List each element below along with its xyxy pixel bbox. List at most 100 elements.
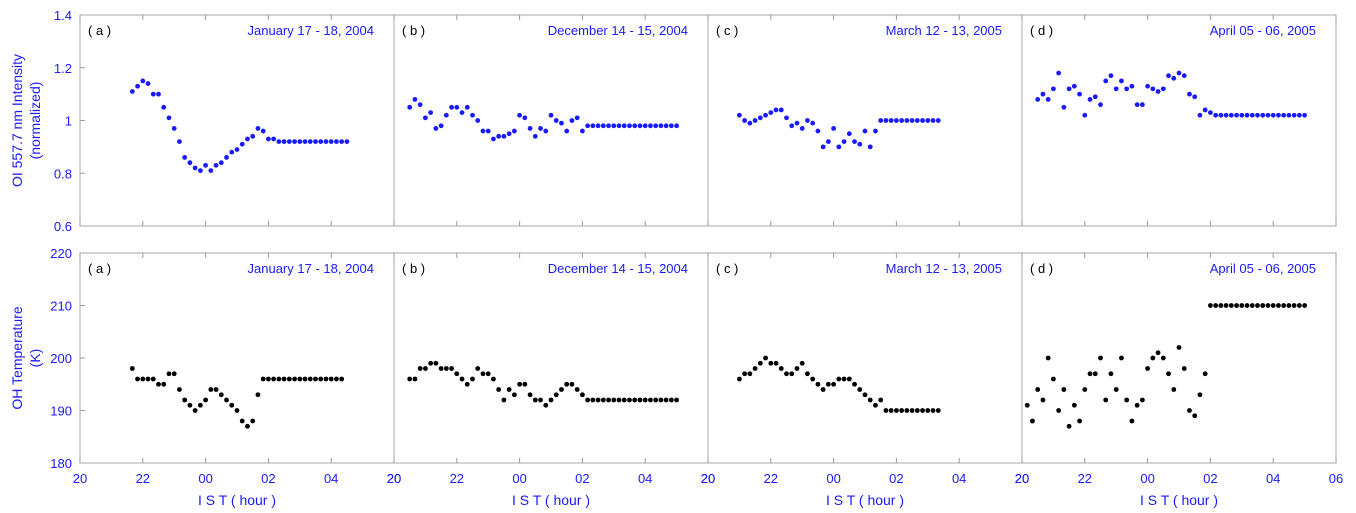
panel-title: April 05 - 06, 2005 (1210, 23, 1316, 38)
data-point (862, 392, 868, 398)
data-point (250, 418, 256, 424)
data-point (166, 115, 172, 121)
panel-label: ( a ) (88, 261, 111, 276)
data-point (904, 118, 910, 123)
data-point (930, 408, 936, 413)
data-point (475, 366, 481, 371)
data-point (276, 376, 282, 382)
data-point (548, 397, 554, 403)
data-point (1228, 303, 1234, 308)
data-point (334, 376, 339, 382)
data-point (1218, 303, 1224, 308)
data-point (1113, 86, 1119, 92)
data-point (1145, 83, 1150, 89)
data-point (187, 160, 193, 166)
data-point (600, 397, 606, 403)
x-tick-label: 20 (701, 471, 715, 486)
x-tick-label: 20 (701, 471, 715, 486)
data-point (334, 139, 339, 145)
panel-frame (1021, 14, 1337, 227)
data-point (595, 123, 601, 129)
data-point (595, 397, 601, 403)
data-point (894, 408, 899, 413)
data-point (1071, 83, 1077, 89)
data-point (203, 397, 209, 403)
data-point (318, 376, 324, 382)
data-point (1202, 371, 1208, 377)
data-point (1061, 104, 1067, 110)
data-point (914, 118, 920, 123)
data-point (1040, 397, 1046, 403)
x-tick-label: 20 (387, 471, 401, 486)
data-point (192, 165, 198, 171)
data-point (852, 139, 857, 145)
data-point (412, 376, 418, 382)
data-point (883, 118, 889, 123)
data-point (553, 392, 559, 398)
x-tick-label: 04 (1266, 471, 1280, 486)
data-point (438, 123, 444, 129)
x-tick-label: 02 (261, 471, 275, 486)
data-point (1045, 355, 1051, 361)
data-point (1129, 418, 1135, 424)
y-axis-label: OH Temperature (9, 306, 25, 409)
data-point (292, 139, 297, 145)
data-point (742, 371, 748, 377)
data-point (302, 376, 308, 382)
data-point (1119, 78, 1124, 84)
panel-label: ( b ) (402, 261, 425, 276)
data-point (648, 397, 653, 403)
data-point (177, 387, 182, 392)
data-point (632, 397, 638, 403)
data-point (428, 360, 434, 366)
data-point (784, 115, 789, 121)
y-tick-label: 180 (50, 456, 72, 471)
data-point (580, 392, 585, 398)
data-point (501, 133, 507, 139)
data-point (1213, 112, 1219, 118)
data-point (208, 168, 214, 174)
data-point (1092, 371, 1098, 377)
data-point (1056, 408, 1062, 413)
data-point (428, 110, 434, 115)
x-tick-label: 00 (198, 471, 212, 486)
data-point (1150, 86, 1156, 92)
data-point (297, 139, 303, 145)
data-point (909, 118, 915, 123)
data-point (846, 131, 852, 137)
data-point (768, 110, 774, 115)
data-point (307, 139, 313, 145)
data-point (805, 118, 810, 123)
data-point (1302, 112, 1307, 118)
x-axis-label: I S T ( hour ) (826, 492, 904, 508)
data-point (616, 123, 622, 129)
data-point (1150, 355, 1156, 361)
data-point (585, 397, 591, 403)
data-point (1296, 303, 1302, 308)
data-point (1124, 86, 1130, 92)
data-point (904, 408, 910, 413)
data-point (313, 376, 318, 382)
data-point (339, 139, 345, 145)
data-point (1113, 387, 1119, 392)
data-point (150, 91, 156, 97)
data-point (1176, 70, 1182, 76)
data-point (768, 360, 774, 366)
data-point (653, 397, 659, 403)
data-point (559, 120, 564, 126)
data-point (1124, 397, 1130, 403)
data-point (1187, 91, 1192, 97)
data-point (1302, 303, 1307, 308)
data-point (1108, 371, 1114, 377)
data-point (569, 118, 575, 123)
data-point (292, 376, 297, 382)
data-point (763, 355, 768, 361)
data-point (846, 376, 852, 382)
data-point (449, 366, 454, 371)
data-point (470, 112, 475, 118)
data-point (878, 118, 884, 123)
data-point (140, 376, 146, 382)
data-point (1291, 112, 1297, 118)
data-point (668, 123, 674, 129)
